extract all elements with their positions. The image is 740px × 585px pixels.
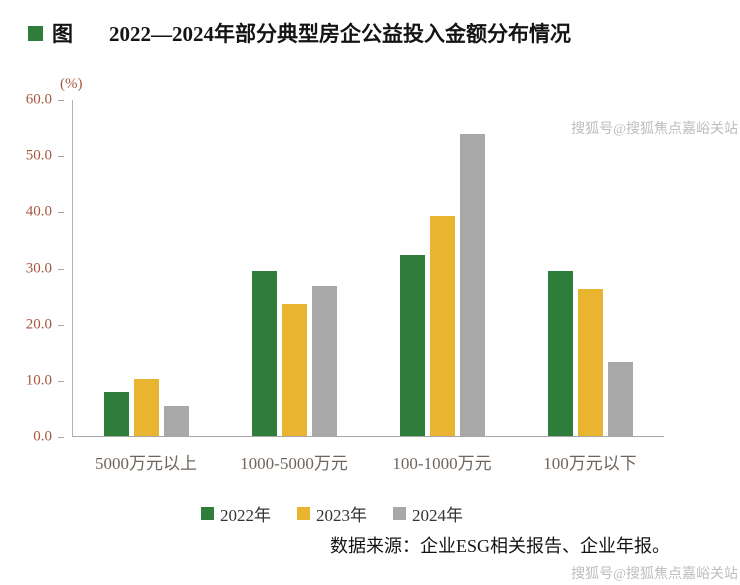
y-tick-mark bbox=[58, 156, 64, 158]
page-title: 2022—2024年部分典型房企公益投入金额分布情况 bbox=[109, 22, 571, 46]
y-axis-tick-labels: 60.0 50.0 40.0 30.0 20.0 10.0 0.0 bbox=[0, 92, 64, 445]
data-source-note: 数据来源：企业ESG相关报告、企业年报。 bbox=[329, 536, 670, 556]
x-axis-labels: 5000万元以上 1000-5000万元 100-1000万元 100万元以下 bbox=[72, 449, 664, 474]
bar-group bbox=[516, 100, 664, 436]
chart-title-row: 图 2022—2024年部分典型房企公益投入金额分布情况 bbox=[28, 18, 571, 48]
legend-swatch-icon bbox=[393, 507, 406, 520]
x-category-label: 100万元以下 bbox=[543, 454, 637, 473]
y-tick-label: 30.0 bbox=[25, 260, 52, 276]
legend-item: 2024年 bbox=[393, 501, 463, 526]
title-prefix: 图 bbox=[52, 22, 73, 46]
legend-label: 2024年 bbox=[412, 506, 463, 525]
y-tick-label: 60.0 bbox=[25, 91, 52, 108]
y-tick-label: 10.0 bbox=[25, 372, 52, 389]
bar-2024年 bbox=[459, 134, 485, 436]
bar-2022年 bbox=[547, 270, 573, 436]
legend-label: 2022年 bbox=[220, 506, 271, 525]
y-tick-mark bbox=[58, 380, 64, 382]
chart-legend: 2022年 2023年 2024年 bbox=[0, 501, 664, 526]
green-square-bullet bbox=[28, 25, 43, 41]
watermark-top: 搜狐号@搜狐焦点嘉峪关站 bbox=[571, 122, 738, 137]
y-tick-mark bbox=[58, 100, 64, 101]
legend-item: 2022年 bbox=[201, 501, 271, 526]
bar-2023年 bbox=[282, 304, 308, 436]
y-tick-mark bbox=[58, 212, 64, 214]
bar-2023年 bbox=[577, 289, 603, 436]
y-tick-mark bbox=[58, 268, 64, 270]
y-tick-mark bbox=[58, 437, 64, 438]
x-category-label: 100-1000万元 bbox=[392, 454, 492, 473]
y-tick-label: 50.0 bbox=[25, 147, 52, 164]
bar-2024年 bbox=[312, 285, 338, 436]
y-tick-label: 40.0 bbox=[25, 203, 52, 220]
legend-label: 2023年 bbox=[316, 506, 367, 525]
y-tick-mark bbox=[58, 324, 64, 326]
bar-2022年 bbox=[104, 391, 130, 436]
bar-group bbox=[221, 100, 369, 436]
legend-item: 2023年 bbox=[297, 501, 367, 526]
x-category-label: 1000-5000万元 bbox=[240, 454, 348, 473]
plot-area bbox=[72, 100, 664, 437]
bar-2024年 bbox=[164, 406, 190, 436]
bar-2024年 bbox=[607, 361, 633, 436]
bar-group bbox=[73, 100, 221, 436]
y-tick-label: 20.0 bbox=[25, 316, 52, 333]
bar-2022年 bbox=[399, 254, 425, 436]
bar-2023年 bbox=[429, 215, 455, 436]
bar-2022年 bbox=[252, 270, 278, 436]
y-axis-unit-label: (%) bbox=[60, 76, 83, 92]
y-tick-label: 0.0 bbox=[33, 428, 52, 445]
x-category-label: 5000万元以上 bbox=[95, 454, 197, 473]
legend-swatch-icon bbox=[297, 507, 310, 520]
bar-group bbox=[369, 100, 517, 436]
watermark-bottom: 搜狐号@搜狐焦点嘉峪关站 bbox=[571, 567, 738, 582]
legend-swatch-icon bbox=[201, 507, 214, 520]
bar-2023年 bbox=[134, 378, 160, 436]
